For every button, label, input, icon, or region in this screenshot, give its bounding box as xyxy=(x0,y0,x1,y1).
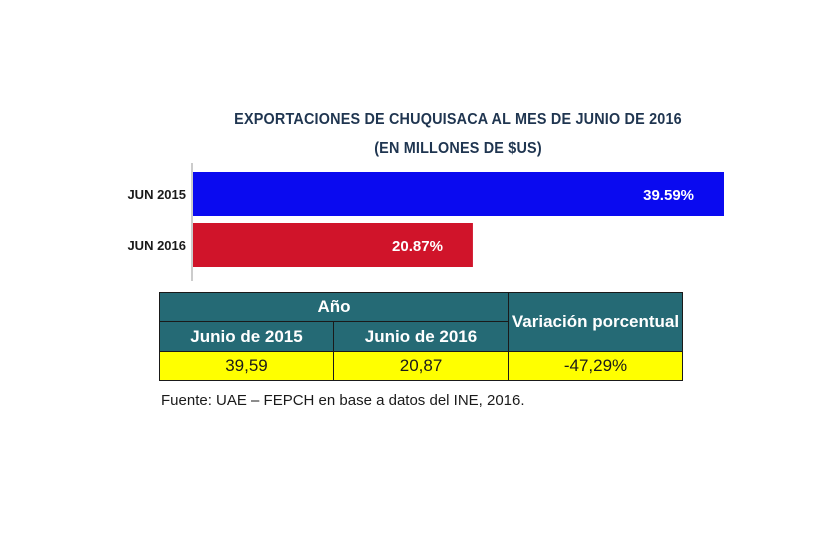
data-label: 20.87% xyxy=(392,238,443,255)
category-label: JUN 2016 xyxy=(127,238,186,253)
table-header-year: Año xyxy=(158,292,510,322)
chart-title: EXPORTACIONES DE CHUQUISACA AL MES DE JU… xyxy=(234,111,682,128)
table-header-jun-2015: Junio de 2015 xyxy=(159,321,334,352)
table-cell-value-2015: 39,59 xyxy=(159,351,334,381)
chart-subtitle: (EN MILLONES DE $US) xyxy=(374,140,542,157)
table-cell-value-2016: 20,87 xyxy=(332,351,510,381)
bar-jun-2015 xyxy=(193,172,724,216)
table-header-jun-2016: Junio de 2016 xyxy=(332,321,510,352)
data-label: 39.59% xyxy=(643,187,694,204)
data-table: Año Variación porcentual Junio de 2015 J… xyxy=(158,292,684,381)
source-note: Fuente: UAE – FEPCH en base a datos del … xyxy=(161,392,525,409)
table-header-variation: Variación porcentual xyxy=(508,292,684,352)
table-cell-variation: -47,29% xyxy=(508,351,684,381)
category-label: JUN 2015 xyxy=(127,187,186,202)
bar-chart: JUN 2015 39.59% JUN 2016 20.87% xyxy=(127,163,724,281)
bar-jun-2016 xyxy=(193,223,473,267)
table-row: 39,59 20,87 -47,29% xyxy=(159,351,684,381)
